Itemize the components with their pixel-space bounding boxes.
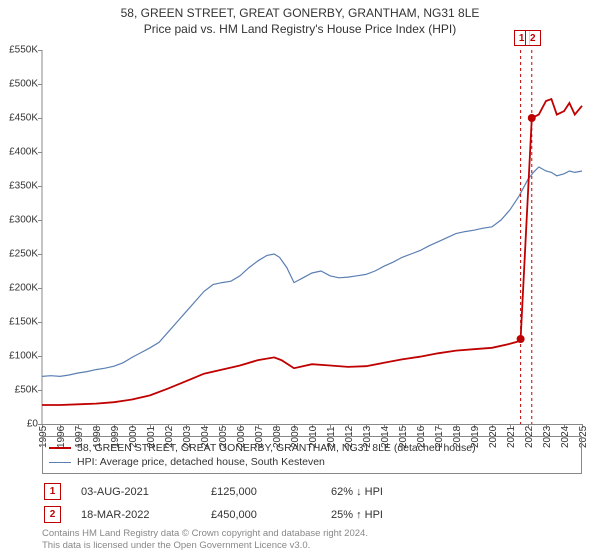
series-property xyxy=(42,99,582,405)
footnote: Contains HM Land Registry data © Crown c… xyxy=(42,528,582,552)
sale-badge-1: 1 xyxy=(44,483,61,500)
chart-area: £0£50K£100K£150K£200K£250K£300K£350K£400… xyxy=(42,50,582,425)
footnote-line1: Contains HM Land Registry data © Crown c… xyxy=(42,528,582,540)
legend-label-property: 58, GREEN STREET, GREAT GONERBY, GRANTHA… xyxy=(77,441,476,455)
marker-dot-1 xyxy=(517,335,525,343)
sale-price: £125,000 xyxy=(211,486,311,498)
chart-title-block: 58, GREEN STREET, GREAT GONERBY, GRANTHA… xyxy=(0,0,600,36)
marker-dot-2 xyxy=(528,114,536,122)
y-axis-label: £300K xyxy=(0,215,38,226)
sale-vs-hpi: 62% ↓ HPI xyxy=(331,486,471,498)
y-axis-label: £450K xyxy=(0,113,38,124)
sale-date: 03-AUG-2021 xyxy=(81,486,191,498)
sale-date: 18-MAR-2022 xyxy=(81,509,191,521)
y-axis-label: £250K xyxy=(0,249,38,260)
sale-badge-2: 2 xyxy=(44,506,61,523)
title-line2: Price paid vs. HM Land Registry's House … xyxy=(0,22,600,36)
sales-row: 1 03-AUG-2021 £125,000 62% ↓ HPI xyxy=(42,480,582,503)
legend-swatch-property xyxy=(49,447,71,449)
y-axis-label: £500K xyxy=(0,79,38,90)
y-axis-label: £200K xyxy=(0,283,38,294)
sale-price: £450,000 xyxy=(211,509,311,521)
marker-badge-2: 2 xyxy=(525,30,541,46)
y-axis-label: £550K xyxy=(0,45,38,56)
y-axis-label: £100K xyxy=(0,351,38,362)
legend-box: 58, GREEN STREET, GREAT GONERBY, GRANTHA… xyxy=(42,436,582,474)
footnote-line2: This data is licensed under the Open Gov… xyxy=(42,540,582,552)
sales-row: 2 18-MAR-2022 £450,000 25% ↑ HPI xyxy=(42,503,582,526)
y-axis-label: £400K xyxy=(0,147,38,158)
title-line1: 58, GREEN STREET, GREAT GONERBY, GRANTHA… xyxy=(0,6,600,20)
y-axis-label: £350K xyxy=(0,181,38,192)
plot-svg xyxy=(42,50,582,424)
y-axis-label: £50K xyxy=(0,385,38,396)
y-axis-label: £0 xyxy=(0,419,38,430)
legend-label-hpi: HPI: Average price, detached house, Sout… xyxy=(77,455,325,469)
sales-table: 1 03-AUG-2021 £125,000 62% ↓ HPI 2 18-MA… xyxy=(42,480,582,526)
legend-item-hpi: HPI: Average price, detached house, Sout… xyxy=(49,455,575,469)
y-axis-label: £150K xyxy=(0,317,38,328)
legend-swatch-hpi xyxy=(49,462,71,463)
legend-item-property: 58, GREEN STREET, GREAT GONERBY, GRANTHA… xyxy=(49,441,575,455)
sale-vs-hpi: 25% ↑ HPI xyxy=(331,509,471,521)
